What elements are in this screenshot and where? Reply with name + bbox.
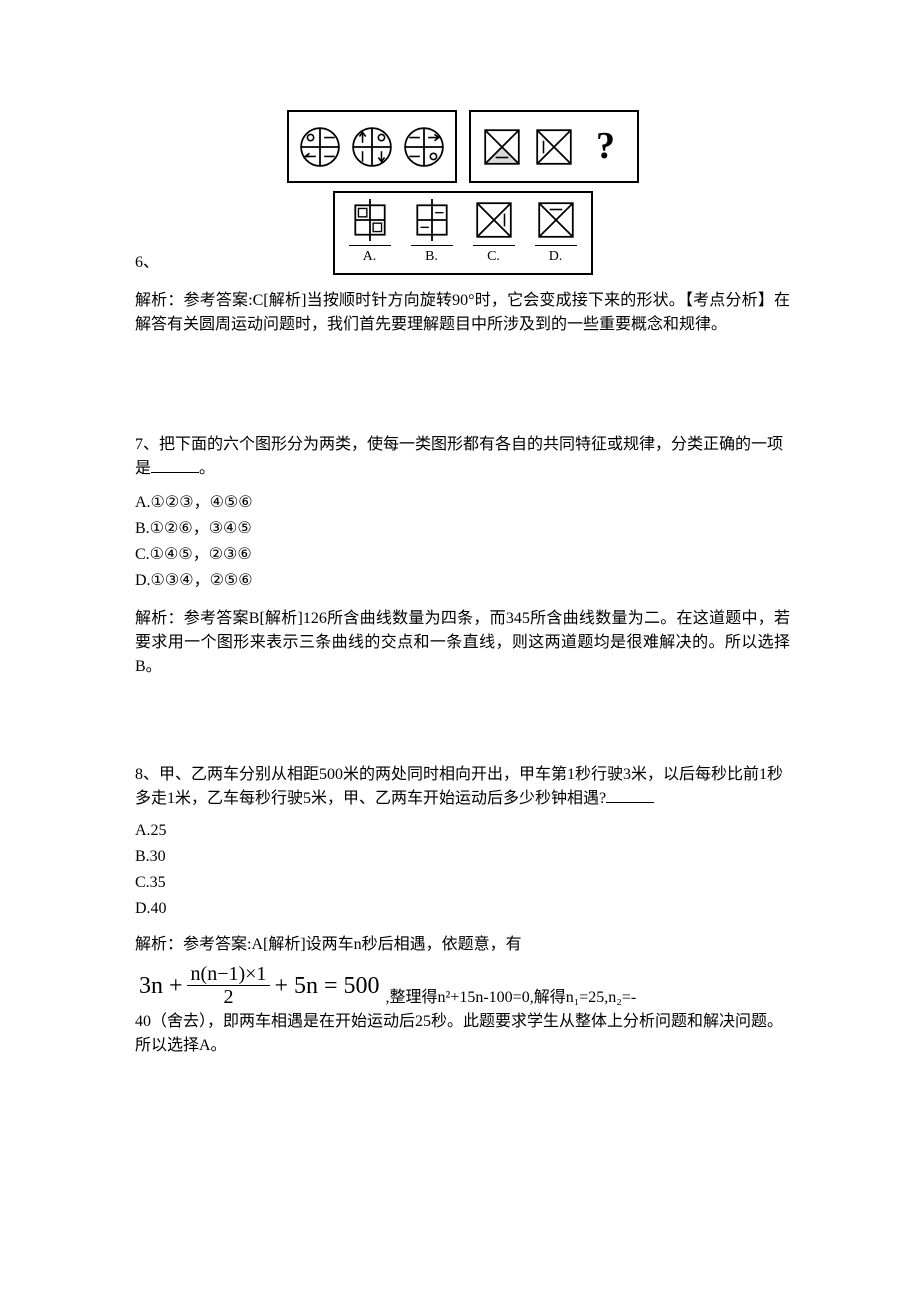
q7-option-d: D.①③④，②⑤⑥	[135, 569, 790, 593]
q7-option-c: C.①④⑤，②③⑥	[135, 543, 790, 567]
q6-number: 6、	[135, 251, 159, 275]
q8-question: 8、甲、乙两车分别从相距500米的两处同时相向开出，甲车第1秒行驶3米，以后每秒…	[135, 763, 790, 811]
q7-options: A.①②③，④⑤⑥ B.①②⑥，③④⑤ C.①④⑤，②③⑥ D.①③④，②⑤⑥	[135, 491, 790, 593]
spacer	[135, 719, 790, 763]
option-c-label: C.	[473, 245, 515, 267]
q7-text-post: 。	[199, 460, 215, 477]
q8-analysis-post: 40（舍去），即两车相遇是在开始运动后25秒。此题要求学生从整体上分析问题和解决…	[135, 1010, 790, 1058]
circle-symbol-3	[403, 126, 445, 168]
blank-underline	[151, 458, 199, 473]
square-symbol-2	[533, 126, 575, 168]
square-symbol-1	[481, 126, 523, 168]
q8-option-d: D.40	[135, 897, 790, 921]
q6-option-b: B.	[411, 199, 453, 267]
q8-option-c: C.35	[135, 871, 790, 895]
q6-option-c: C.	[473, 199, 515, 267]
q8-option-a: A.25	[135, 819, 790, 843]
q7-question: 7、把下面的六个图形分为两类，使每一类图形都有各自的共同特征或规律，分类正确的一…	[135, 433, 790, 481]
q6-option-a: A.	[349, 199, 391, 267]
q7-option-b: B.①②⑥，③④⑤	[135, 517, 790, 541]
document-page: ? A.	[0, 0, 920, 1302]
circle-symbol-1	[299, 126, 341, 168]
q8-eq-tail: ,整理得n²+15n-100=0,解得n₁=25,n₂=-	[386, 986, 637, 1010]
q6-analysis: 解析：参考答案:C[解析]当按顺时针方向旋转90°时，它会变成接下来的形状。【考…	[135, 289, 790, 337]
q7-analysis: 解析：参考答案B[解析]126所含曲线数量为四条，而345所含曲线数量为二。在这…	[135, 607, 790, 679]
q6-figure-row: ?	[135, 110, 790, 183]
circle-symbol-2	[351, 126, 393, 168]
q7-text-pre: 7、把下面的六个图形分为两类，使每一类图形都有各自的共同特征或规律，分类正确的一…	[135, 436, 783, 477]
option-a-label: A.	[349, 245, 391, 267]
spacer	[135, 377, 790, 433]
q7-option-a: A.①②③，④⑤⑥	[135, 491, 790, 515]
eq-fraction: n(n−1)×1 2	[187, 963, 271, 1008]
eq-frac-den: 2	[219, 986, 237, 1008]
q6-right-box: ?	[469, 110, 639, 183]
q6-left-box	[287, 110, 457, 183]
question-mark: ?	[585, 118, 627, 175]
q8-equation-line: 3n + n(n−1)×1 2 + 5n = 500 ,整理得n²+15n-10…	[135, 957, 790, 1010]
blank-underline	[606, 788, 654, 803]
q6-answer-box: A. B.	[333, 191, 593, 275]
eq-lhs1: 3n +	[139, 968, 183, 1004]
q8-options: A.25 B.30 C.35 D.40	[135, 819, 790, 921]
option-c-icon	[473, 199, 515, 241]
option-d-label: D.	[535, 245, 577, 267]
q8-analysis-pre: 解析：参考答案:A[解析]设两车n秒后相遇，依题意，有	[135, 933, 790, 957]
option-b-icon	[411, 199, 453, 241]
option-a-icon	[349, 199, 391, 241]
eq-frac-num: n(n−1)×1	[187, 963, 271, 986]
eq-lhs2: + 5n = 500	[274, 968, 379, 1004]
option-b-label: B.	[411, 245, 453, 267]
q8-option-b: B.30	[135, 845, 790, 869]
q8-text: 8、甲、乙两车分别从相距500米的两处同时相向开出，甲车第1秒行驶3米，以后每秒…	[135, 766, 783, 807]
q6-option-d: D.	[535, 199, 577, 267]
q8-equation: 3n + n(n−1)×1 2 + 5n = 500	[135, 957, 384, 1010]
option-d-icon	[535, 199, 577, 241]
